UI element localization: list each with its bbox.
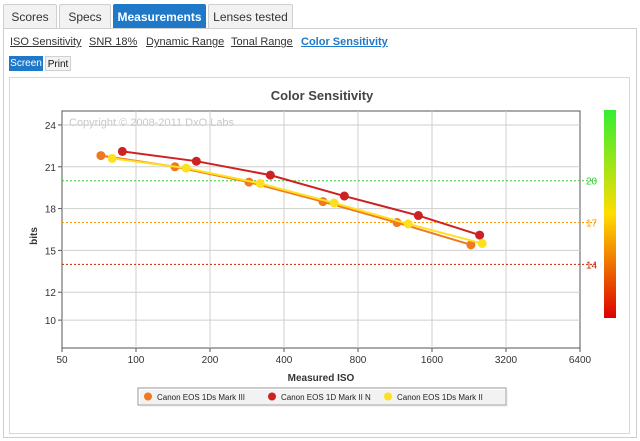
gridlines	[62, 111, 580, 348]
color-scale-bar	[604, 110, 616, 318]
tab-scores[interactable]: Scores	[3, 4, 57, 28]
data-point	[475, 230, 485, 240]
data-point	[339, 191, 349, 201]
data-point	[403, 219, 413, 229]
y-axis-ticks: 10 12 15 18 21 24	[45, 121, 62, 327]
x-tick-label: 50	[56, 355, 68, 366]
data-point	[265, 170, 275, 180]
x-axis-label: Measured ISO	[288, 373, 355, 384]
y-tick-label: 10	[45, 316, 57, 327]
subnav-snr-18[interactable]: SNR 18%	[89, 36, 138, 48]
legend-marker	[144, 392, 152, 401]
data-point	[477, 238, 487, 248]
data-point	[466, 240, 476, 250]
x-tick-label: 1600	[421, 355, 444, 366]
x-tick-label: 200	[202, 355, 219, 366]
data-point	[329, 198, 339, 208]
y-tick-label: 21	[45, 163, 57, 174]
tab-measurements[interactable]: Measurements	[113, 4, 206, 28]
tab-bar: Scores Specs Measurements Lenses tested	[0, 0, 640, 29]
print-toggle-button[interactable]: Print	[45, 56, 71, 71]
chart-container	[9, 77, 630, 434]
x-tick-label: 400	[276, 355, 293, 366]
x-tick-label: 6400	[569, 355, 592, 366]
y-axis-label: bits	[29, 227, 40, 245]
x-tick-label: 800	[350, 355, 367, 366]
data-series	[96, 146, 487, 250]
legend-marker	[384, 392, 392, 401]
reference-line-label: 17	[586, 219, 598, 230]
legend-entry-label: Canon EOS 1Ds Mark II	[397, 393, 483, 402]
data-point	[181, 163, 191, 173]
data-point	[255, 178, 265, 188]
legend-marker	[268, 392, 276, 401]
legend-entry-label: Canon EOS 1Ds Mark III	[157, 393, 245, 402]
legend-entry-label: Canon EOS 1D Mark II N	[281, 393, 371, 402]
series-group	[107, 153, 487, 248]
subnav-tonal-range[interactable]: Tonal Range	[231, 36, 293, 48]
series-group	[117, 146, 485, 240]
data-point	[413, 211, 423, 221]
plot-area	[61, 110, 581, 349]
legend-box	[137, 387, 507, 406]
data-point	[191, 156, 201, 166]
tab-specs[interactable]: Specs	[59, 4, 111, 28]
reference-line-label: 20	[586, 177, 598, 188]
series-line	[112, 157, 483, 245]
x-tick-label: 3200	[495, 355, 518, 366]
tab-lenses-tested[interactable]: Lenses tested	[208, 4, 293, 28]
y-tick-label: 12	[45, 288, 57, 299]
subnav-dynamic-range[interactable]: Dynamic Range	[146, 36, 225, 48]
chart-title: Color Sensitivity	[271, 88, 374, 103]
chart-legend: Canon EOS 1Ds Mark III Canon EOS 1D Mark …	[144, 392, 483, 402]
y-tick-label: 18	[45, 205, 57, 216]
data-point	[117, 146, 127, 156]
reference-lines: 20 17 14	[62, 177, 598, 271]
y-tick-label: 15	[45, 246, 57, 257]
copyright-watermark: Copyright © 2008-2011 DxO Labs	[69, 117, 235, 129]
subnav-iso-sensitivity[interactable]: ISO Sensitivity	[10, 36, 82, 48]
data-point	[96, 151, 106, 161]
y-tick-label: 24	[45, 121, 57, 132]
subnav-color-sensitivity[interactable]: Color Sensitivity	[301, 36, 388, 48]
legend-shadow	[140, 390, 508, 407]
x-axis-ticks: 50 100 200 400 800 1600 3200 6400	[56, 348, 592, 366]
screen-toggle-button[interactable]: Screen	[9, 56, 43, 71]
x-tick-label: 100	[128, 355, 145, 366]
series-line	[122, 150, 480, 237]
data-point	[107, 153, 117, 163]
reference-line-label: 14	[586, 260, 598, 271]
